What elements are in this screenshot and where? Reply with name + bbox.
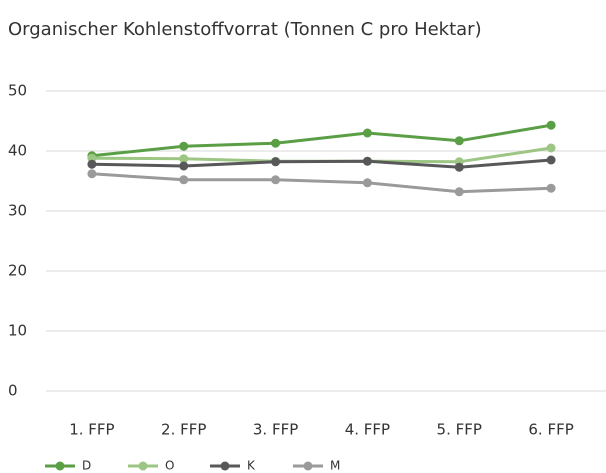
x-tick-label: 1. FFP — [69, 421, 114, 439]
series-line — [91, 158, 552, 169]
data-point — [546, 183, 556, 193]
data-point — [179, 161, 189, 171]
y-tick-label: 20 — [8, 262, 27, 280]
legend-dot — [138, 461, 148, 471]
data-point — [454, 136, 464, 146]
data-point — [546, 120, 556, 130]
legend-dot — [55, 461, 65, 471]
legend-label: D — [82, 459, 91, 473]
data-point — [271, 157, 281, 167]
legend-dot — [220, 461, 230, 471]
data-point — [179, 141, 189, 151]
legend-label: M — [330, 459, 340, 473]
chart-title: Organischer Kohlenstoffvorrat (Tonnen C … — [8, 19, 482, 40]
legend-label: O — [165, 459, 174, 473]
data-point — [271, 138, 281, 148]
data-point — [546, 155, 556, 165]
data-point — [179, 154, 189, 164]
x-tick-label: 2. FFP — [161, 421, 206, 439]
y-tick-label: 50 — [8, 82, 27, 100]
legend-dot — [303, 461, 313, 471]
x-tick-label: 5. FFP — [437, 421, 482, 439]
data-point — [179, 175, 189, 185]
y-tick-label: 30 — [8, 202, 27, 220]
series-line — [91, 172, 552, 194]
data-point — [87, 159, 97, 169]
data-point — [87, 169, 97, 179]
x-tick-label: 3. FFP — [253, 421, 298, 439]
data-point — [454, 162, 464, 172]
x-tick-label: 4. FFP — [345, 421, 390, 439]
y-tick-label: 10 — [8, 322, 27, 340]
data-point — [362, 156, 372, 166]
data-point — [546, 143, 556, 153]
data-point — [362, 128, 372, 138]
legend-label: K — [247, 459, 256, 473]
series-line — [91, 123, 552, 158]
data-point — [362, 178, 372, 188]
data-point — [271, 175, 281, 185]
x-tick-label: 6. FFP — [528, 421, 573, 439]
y-tick-label: 0 — [8, 382, 18, 400]
data-point — [454, 187, 464, 197]
y-tick-label: 40 — [8, 142, 27, 160]
